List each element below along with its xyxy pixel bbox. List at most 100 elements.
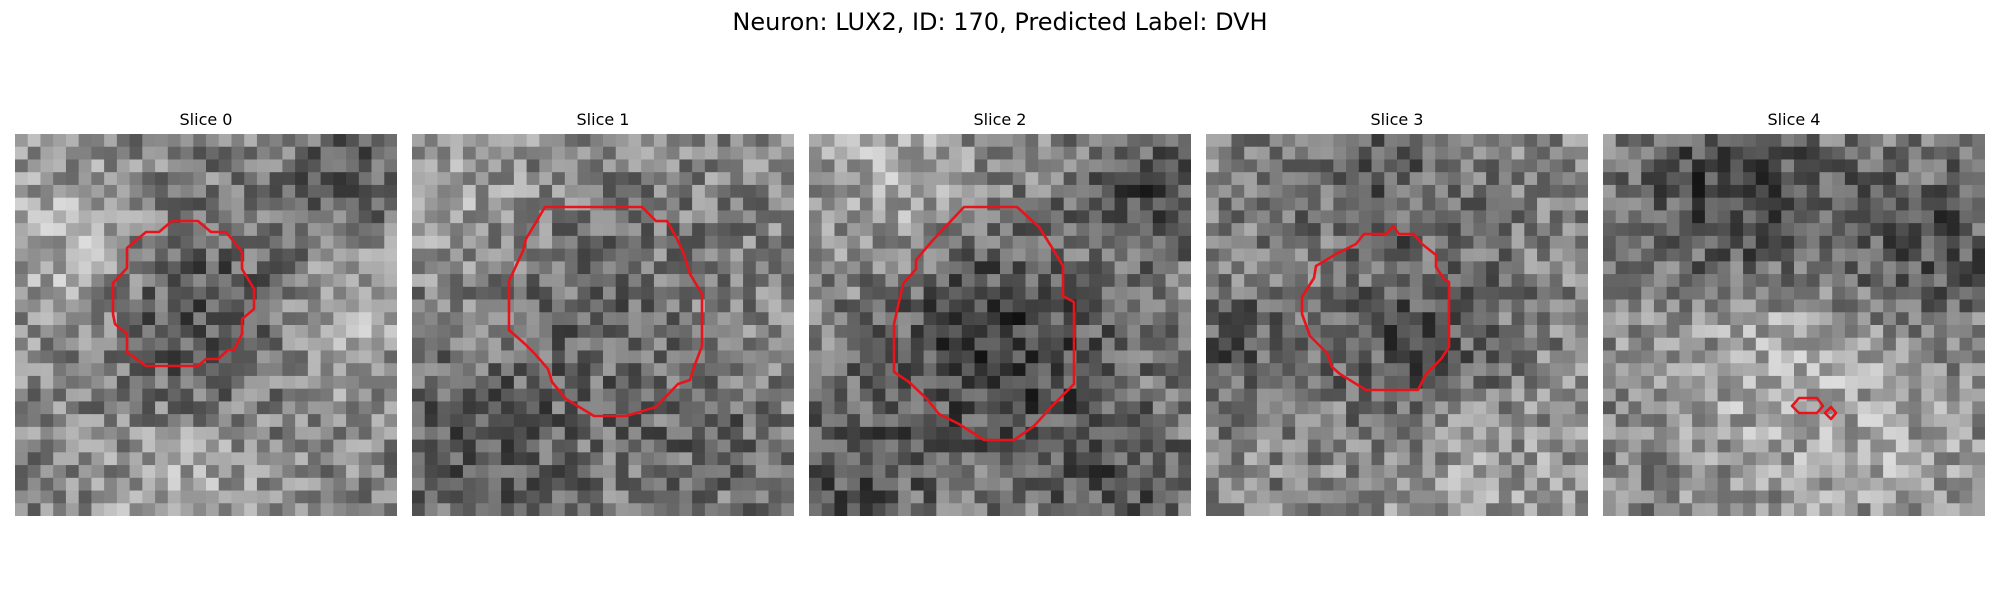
pixel [1000,134,1014,148]
slice-image [809,134,1191,516]
pixel [1692,388,1706,402]
pixel [641,503,655,516]
pixel [1641,159,1655,173]
pixel [1934,274,1948,288]
pixel [743,452,757,466]
pixel [615,312,629,326]
pixel [218,503,232,516]
pixel [513,286,527,300]
pixel [872,426,886,440]
pixel [1231,134,1245,148]
pixel [1883,452,1897,466]
pixel [295,350,309,364]
pixel [755,146,769,160]
pixel [40,274,54,288]
pixel [1422,312,1436,326]
pixel [743,337,757,351]
pixel [65,350,80,364]
pixel [666,286,680,300]
pixel [1282,401,1296,415]
pixel [564,426,578,440]
pixel [1358,375,1372,390]
pixel [974,414,988,428]
pixel [475,375,489,390]
pixel [346,375,360,390]
pixel [768,223,782,237]
pixel [269,414,283,428]
pixel [1549,286,1563,300]
pixel [15,159,29,173]
pixel [539,184,553,199]
pixel [768,452,782,466]
pixel [91,134,105,148]
pixel [1679,414,1693,428]
pixel [834,235,848,249]
pixel [333,248,347,262]
pixel [1358,337,1372,351]
pixel [1178,172,1191,186]
pixel [717,426,731,440]
pixel [526,159,540,173]
pixel [1101,197,1115,211]
pixel [256,439,271,453]
pixel [1717,503,1731,516]
pixel [475,325,489,339]
pixel [1178,490,1191,504]
pixel [1269,375,1283,390]
pixel [1101,414,1115,428]
pixel [1397,146,1411,160]
pixel [1537,350,1551,364]
pixel [1794,439,1808,453]
pixel [1934,312,1948,326]
pixel [231,426,245,440]
pixel [1231,375,1245,390]
pixel [371,146,385,160]
pixel [1025,223,1039,237]
pixel [1959,197,1973,211]
pixel [142,414,156,428]
pixel [1562,363,1576,377]
pixel [1562,375,1576,390]
pixel [885,159,899,173]
pixel [1615,134,1629,148]
pixel [1320,465,1334,479]
pixel [923,490,937,504]
pixel [1666,325,1680,339]
pixel [15,490,29,504]
pixel [513,452,527,466]
pixel [1127,210,1141,224]
pixel [755,299,769,313]
pixel [1000,312,1014,326]
pixel [1628,210,1642,224]
pixel [577,337,591,351]
pixel [564,375,578,390]
pixel [1486,465,1500,479]
pixel [564,503,578,516]
pixel [333,477,347,491]
pixel [1883,210,1897,224]
pixel [358,248,372,262]
pixel [539,375,553,390]
pixel [333,375,347,390]
pixel [65,286,80,300]
slice-title: Slice 3 [1370,110,1424,129]
pixel [1282,286,1296,300]
pixel [1384,312,1398,326]
pixel [755,350,769,364]
pixel [1409,325,1423,339]
pixel [859,286,874,300]
pixel [358,350,372,364]
pixel [346,414,360,428]
pixel [450,350,464,364]
pixel [1857,159,1871,173]
pixel [1244,490,1258,504]
pixel [1333,210,1347,224]
pixel [295,363,309,377]
pixel [1615,325,1629,339]
pixel [180,503,194,516]
pixel [1832,274,1846,288]
pixel [1959,503,1973,516]
pixel [898,503,912,516]
pixel [974,235,988,249]
pixel [1346,299,1360,313]
